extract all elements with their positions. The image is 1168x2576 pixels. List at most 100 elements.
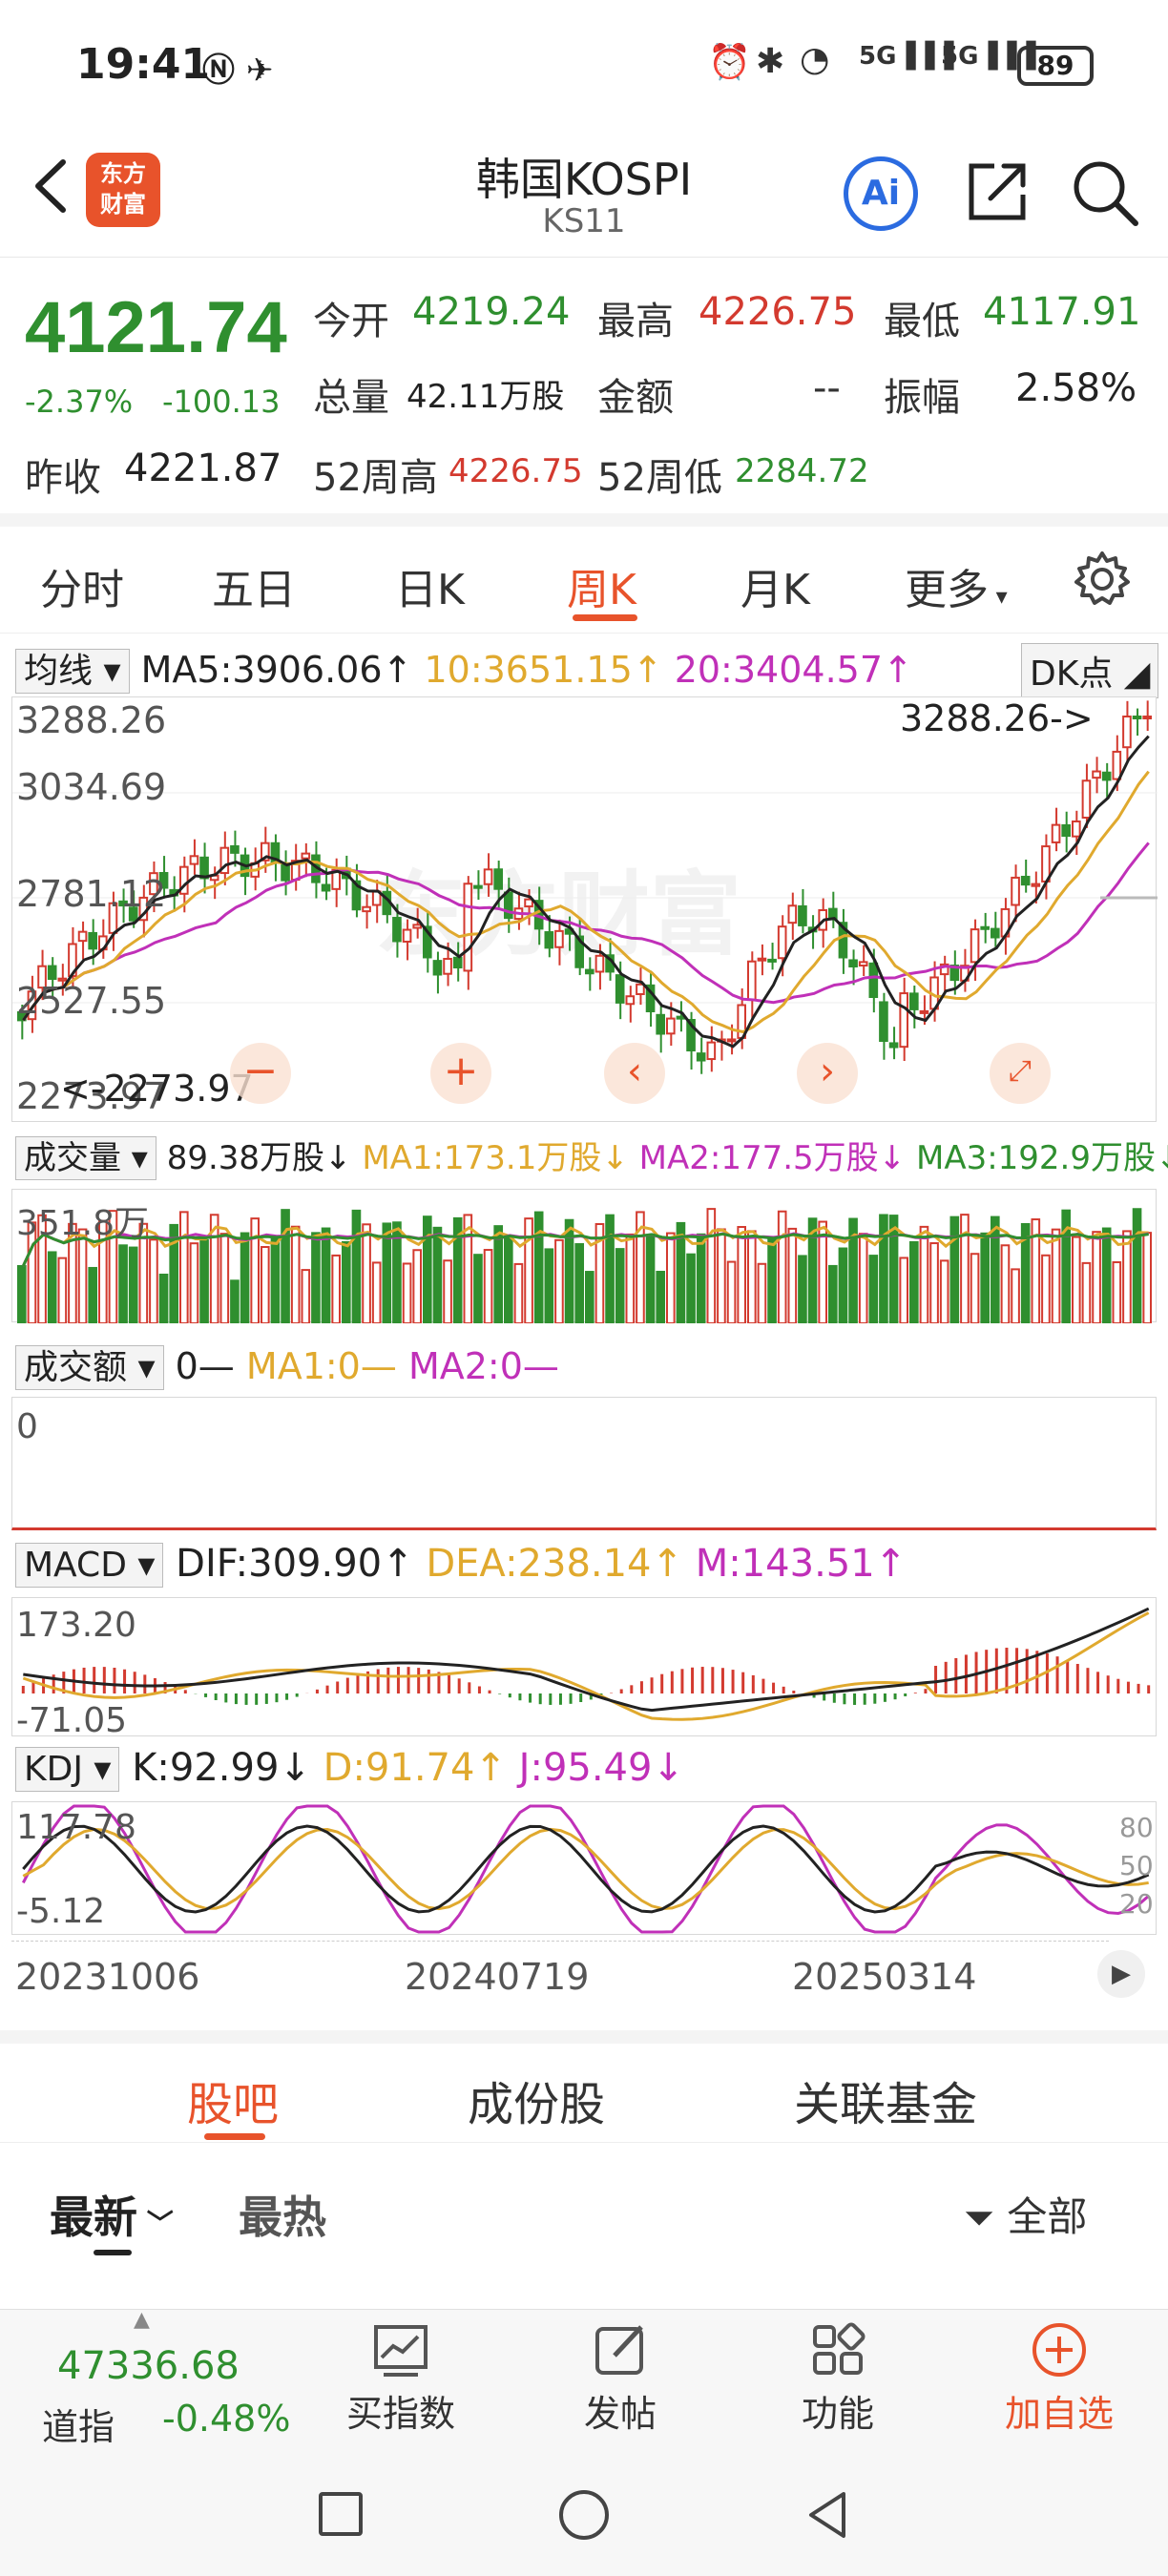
tab-five-day[interactable]: 五日 bbox=[212, 566, 296, 614]
kdj-k: K:92.99↓ bbox=[132, 1746, 311, 1790]
ma-selector[interactable]: 均线 ▾ bbox=[15, 649, 130, 694]
volume-bar bbox=[767, 1238, 777, 1323]
tab-monthly-k[interactable]: 月K bbox=[740, 566, 810, 614]
candle-body bbox=[858, 961, 868, 967]
candle-body bbox=[899, 992, 908, 1049]
zoom-out-button[interactable]: − bbox=[230, 1043, 291, 1104]
ma10-line bbox=[22, 770, 1150, 1034]
back-nav-icon[interactable] bbox=[802, 2488, 855, 2542]
volume-bar bbox=[777, 1210, 787, 1323]
volume-ma1: MA1:173.1万股↓ bbox=[362, 1139, 629, 1177]
active-tab-indicator bbox=[573, 614, 637, 621]
amplitude-label: 振幅 bbox=[884, 376, 960, 420]
kdj-y-max: 117.78 bbox=[16, 1808, 136, 1847]
volume-bar bbox=[564, 1218, 574, 1323]
chart-trend-icon bbox=[374, 2325, 428, 2377]
macd-y-max: 173.20 bbox=[16, 1606, 136, 1645]
candle-body bbox=[423, 925, 432, 959]
volume-bar bbox=[868, 1255, 879, 1323]
volume-bar bbox=[818, 1220, 827, 1323]
macd-bars-group bbox=[21, 1648, 1151, 1705]
kdj-svg bbox=[21, 1804, 1150, 1934]
volume-bar bbox=[1072, 1236, 1081, 1323]
fullscreen-button[interactable]: ⤢ bbox=[990, 1043, 1051, 1104]
tab-guba[interactable]: 股吧 bbox=[187, 2078, 280, 2131]
back-arrow-icon[interactable] bbox=[21, 153, 88, 219]
macd-selector[interactable]: MACD ▾ bbox=[15, 1543, 164, 1588]
tab-more[interactable]: 更多 ▾ bbox=[905, 555, 1008, 616]
open-label: 今开 bbox=[313, 300, 389, 343]
post-button[interactable]: 发帖 bbox=[561, 2319, 679, 2437]
amount-panel[interactable]: 0 bbox=[11, 1397, 1157, 1530]
x-axis-ticks bbox=[11, 1941, 1109, 1952]
candle-body bbox=[47, 965, 57, 981]
sort-latest[interactable]: 最新 ﹀ bbox=[50, 2192, 174, 2243]
filter-button[interactable]: ⏷ 全部 bbox=[964, 2193, 1088, 2240]
amount-ma1: MA1:0— bbox=[245, 1345, 397, 1387]
candle-body bbox=[787, 904, 798, 924]
candle-body bbox=[706, 1041, 717, 1061]
candle-body bbox=[757, 957, 767, 962]
buy-index-label: 买指数 bbox=[345, 2393, 455, 2435]
ma20-line bbox=[22, 841, 1150, 1022]
tab-weekly-k[interactable]: 周K bbox=[567, 566, 636, 614]
candle-body bbox=[1092, 770, 1101, 779]
buy-index-button[interactable]: 买指数 bbox=[342, 2319, 460, 2437]
candle-body bbox=[585, 968, 594, 975]
volume-bar bbox=[362, 1223, 371, 1323]
candle-body bbox=[1031, 883, 1041, 887]
ticker-value[interactable]: 47336.68 bbox=[57, 2344, 240, 2388]
change-amount: -100.13 bbox=[162, 384, 281, 420]
kdj-panel[interactable]: 117.78 -5.12 80 50 20 bbox=[11, 1801, 1157, 1935]
volume-bar bbox=[980, 1232, 990, 1323]
volume-bar bbox=[290, 1225, 301, 1323]
dk-point-button[interactable]: DK点 ◢ bbox=[1021, 643, 1159, 698]
ticker-change[interactable]: -0.48% bbox=[162, 2398, 291, 2440]
share-icon[interactable] bbox=[962, 155, 1034, 227]
compose-icon bbox=[595, 2325, 643, 2375]
amount-value: -- bbox=[813, 366, 841, 410]
candle-body bbox=[594, 954, 605, 973]
candlestick-panel[interactable]: 东方财富 3288.26 3034.69 2781.12 2527.55 227… bbox=[11, 696, 1158, 1122]
candle-body bbox=[686, 1019, 696, 1052]
candle-body bbox=[402, 928, 412, 943]
tab-more-label: 更多 bbox=[905, 566, 989, 614]
candle-body bbox=[493, 868, 503, 890]
add-watchlist-button[interactable]: 加自选 bbox=[992, 2319, 1126, 2437]
amount-selector[interactable]: 成交额 ▾ bbox=[15, 1345, 164, 1390]
zoom-in-button[interactable]: + bbox=[430, 1043, 491, 1104]
scroll-right-button[interactable]: › bbox=[797, 1043, 858, 1104]
macd-dif: DIF:309.90↑ bbox=[176, 1542, 414, 1586]
sort-hot[interactable]: 最热 bbox=[239, 2192, 326, 2243]
settings-gear-icon[interactable] bbox=[1073, 550, 1132, 609]
quote-panel: 4121.74 -2.37% -100.13 今开 4219.24 最高 422… bbox=[0, 260, 1168, 527]
bluetooth-icon: ✱ bbox=[756, 42, 785, 81]
tab-related-funds[interactable]: 关联基金 bbox=[794, 2078, 978, 2131]
volume-bar bbox=[219, 1233, 230, 1323]
tab-daily-k[interactable]: 日K bbox=[395, 566, 465, 614]
tab-intraday[interactable]: 分时 bbox=[40, 566, 124, 614]
ma5-value: MA5:3906.06↑ bbox=[140, 649, 413, 691]
scroll-left-button[interactable]: ‹ bbox=[604, 1043, 665, 1104]
macd-panel[interactable]: 173.20 -71.05 bbox=[11, 1597, 1157, 1740]
ma10-value: 10:3651.15↑ bbox=[424, 649, 663, 691]
home-icon[interactable] bbox=[559, 2490, 609, 2540]
volume-panel[interactable]: 351.8万 bbox=[11, 1189, 1157, 1323]
recent-apps-icon[interactable] bbox=[319, 2492, 363, 2536]
kdj-selector[interactable]: KDJ ▾ bbox=[15, 1747, 120, 1792]
chart-area: 均线 ▾ MA5:3906.06↑ 10:3651.15↑ 20:3404.57… bbox=[0, 634, 1168, 2026]
function-button[interactable]: 功能 bbox=[779, 2319, 897, 2437]
candle-body bbox=[301, 852, 311, 860]
ticker-name[interactable]: 道指 bbox=[42, 2406, 115, 2448]
volume-bar bbox=[281, 1209, 290, 1323]
volume-bar bbox=[960, 1214, 970, 1323]
ai-button[interactable]: Ai bbox=[844, 156, 918, 231]
search-icon[interactable] bbox=[1067, 155, 1143, 231]
play-forward-button[interactable]: ▶ bbox=[1097, 1950, 1145, 1998]
volume-bar bbox=[199, 1239, 209, 1323]
volume-bar bbox=[27, 1221, 37, 1323]
volume-selector[interactable]: 成交量 ▾ bbox=[15, 1136, 156, 1180]
volume-bar bbox=[47, 1251, 57, 1323]
candle-body bbox=[179, 865, 189, 895]
tab-constituents[interactable]: 成份股 bbox=[468, 2078, 606, 2131]
